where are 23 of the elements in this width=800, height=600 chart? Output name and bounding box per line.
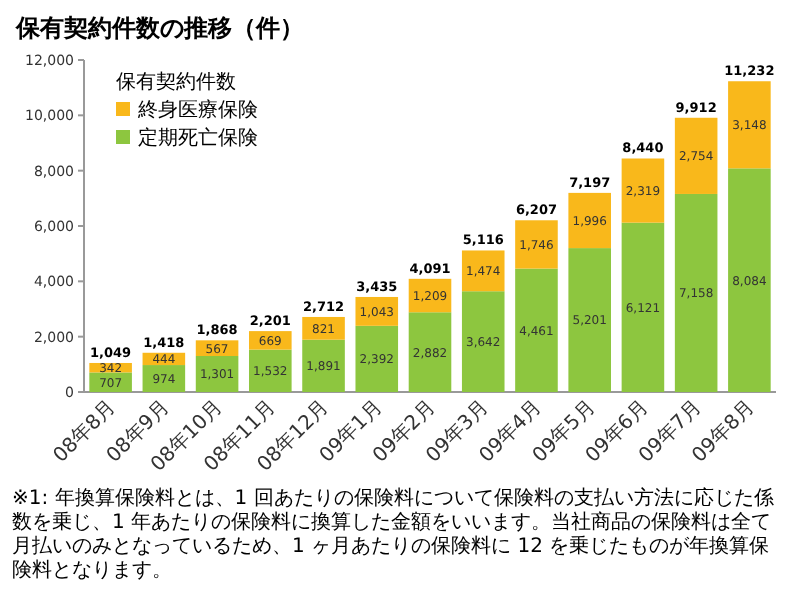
bar <box>249 349 292 392</box>
bar <box>355 325 399 392</box>
chart-title: 保有契約件数の推移（件） <box>14 14 304 42</box>
bar <box>674 117 718 194</box>
bar <box>515 220 558 269</box>
bar <box>515 268 558 392</box>
bar <box>302 316 345 340</box>
bar <box>408 312 452 392</box>
bar <box>568 248 611 392</box>
bar <box>302 339 345 392</box>
bar <box>461 250 505 292</box>
legend-label: 終身医療保険 <box>136 98 258 122</box>
bar <box>568 192 611 249</box>
bar <box>89 372 132 392</box>
bar <box>461 291 505 392</box>
legend-label: 定期死亡保険 <box>138 126 258 150</box>
text: ※1: 年換算保険料とは、1 回あたりの保険料について保険料の支払い方法に応じた係数を乗じ、1 年あたりの保険料に換算した金額をいいます。当社商品の保険料は全て月払いのみとなっているため、1 ヶ月あたりの保険料に 12 を乗じたものが年換算保険料となります。 <box>12 486 774 582</box>
bar <box>728 81 771 169</box>
bar <box>674 193 718 392</box>
bar <box>621 222 665 392</box>
legend-title: 保有契約件数 <box>116 70 236 94</box>
bar <box>728 168 771 392</box>
bar <box>621 158 665 223</box>
